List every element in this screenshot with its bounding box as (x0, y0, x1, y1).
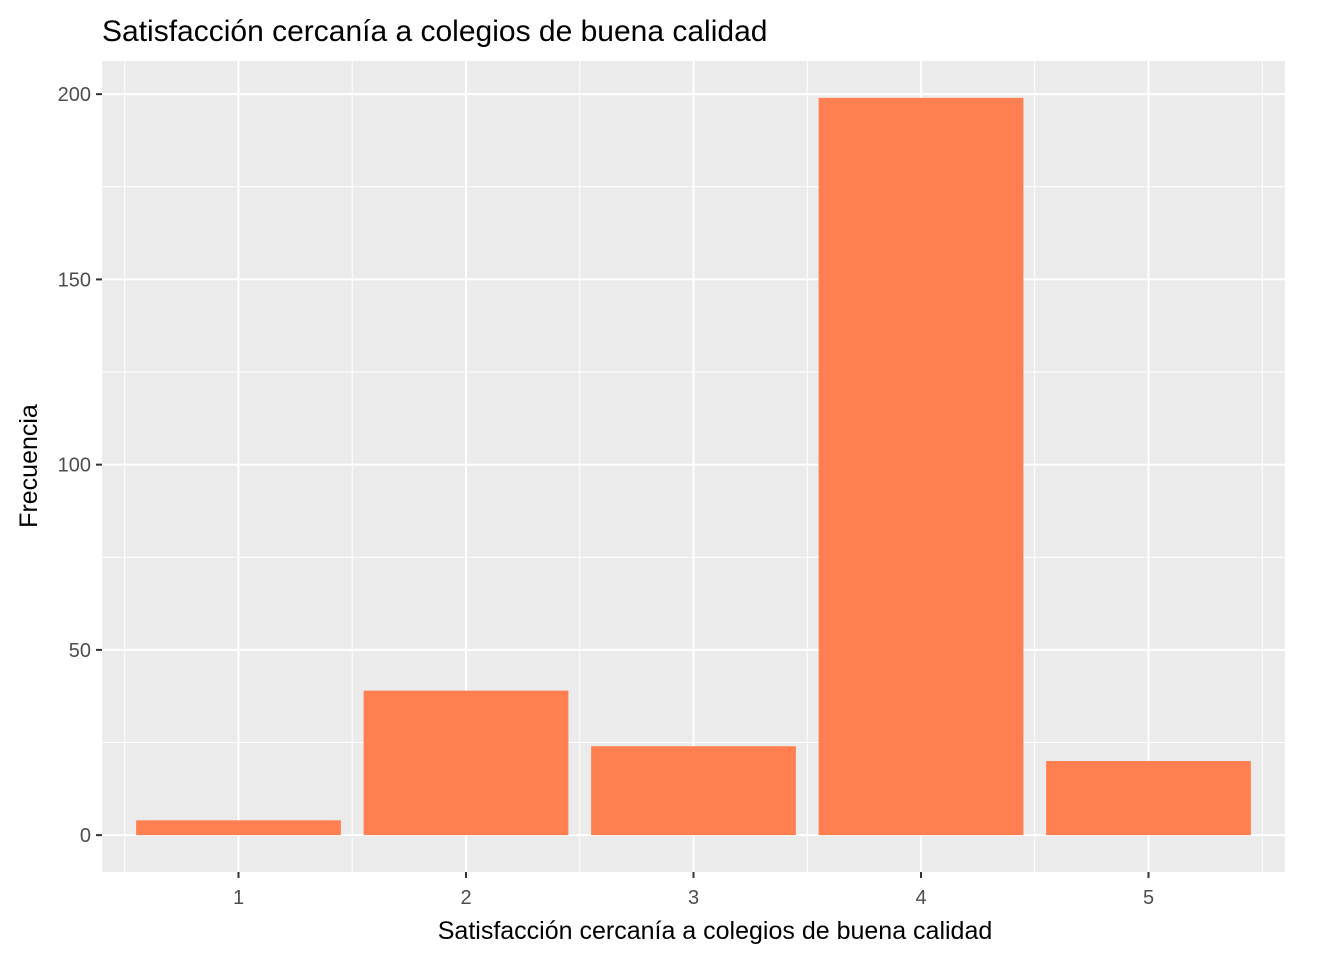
x-axis: 1 2 3 4 5 (233, 872, 1154, 909)
bar-1 (136, 820, 341, 836)
y-axis: 0 50 100 150 200 (58, 84, 102, 847)
bar-5 (1046, 761, 1251, 836)
y-axis-title: Frecuencia (15, 404, 43, 528)
chart-title: Satisfacción cercanía a colegios de buen… (102, 15, 767, 48)
y-tick-label: 200 (58, 84, 91, 106)
bar-3 (591, 746, 796, 836)
x-tick-label: 3 (688, 887, 699, 909)
x-axis-title: Satisfacción cercanía a colegios de buen… (438, 917, 993, 945)
y-tick-label: 50 (69, 640, 91, 662)
y-tick-label: 0 (80, 825, 91, 847)
bar-4 (818, 97, 1024, 836)
x-tick-label: 2 (460, 887, 471, 909)
bars (136, 97, 1251, 836)
x-tick-label: 1 (233, 887, 244, 909)
x-tick-label: 5 (1143, 887, 1154, 909)
bar-2 (363, 690, 569, 836)
y-tick-label: 150 (58, 269, 91, 291)
x-tick-label: 4 (915, 887, 926, 909)
y-tick-label: 100 (58, 455, 91, 477)
